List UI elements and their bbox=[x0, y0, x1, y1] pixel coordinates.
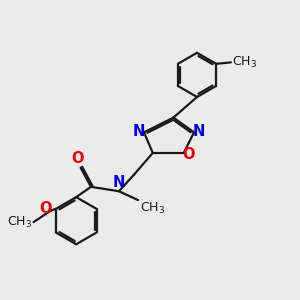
Text: O: O bbox=[71, 151, 84, 166]
Text: CH$_3$: CH$_3$ bbox=[7, 214, 32, 230]
Text: CH$_3$: CH$_3$ bbox=[140, 201, 165, 216]
Text: CH$_3$: CH$_3$ bbox=[232, 55, 257, 70]
Text: N: N bbox=[133, 124, 145, 139]
Text: O: O bbox=[182, 147, 195, 162]
Text: N: N bbox=[113, 175, 125, 190]
Text: O: O bbox=[40, 200, 52, 215]
Text: N: N bbox=[193, 124, 205, 139]
